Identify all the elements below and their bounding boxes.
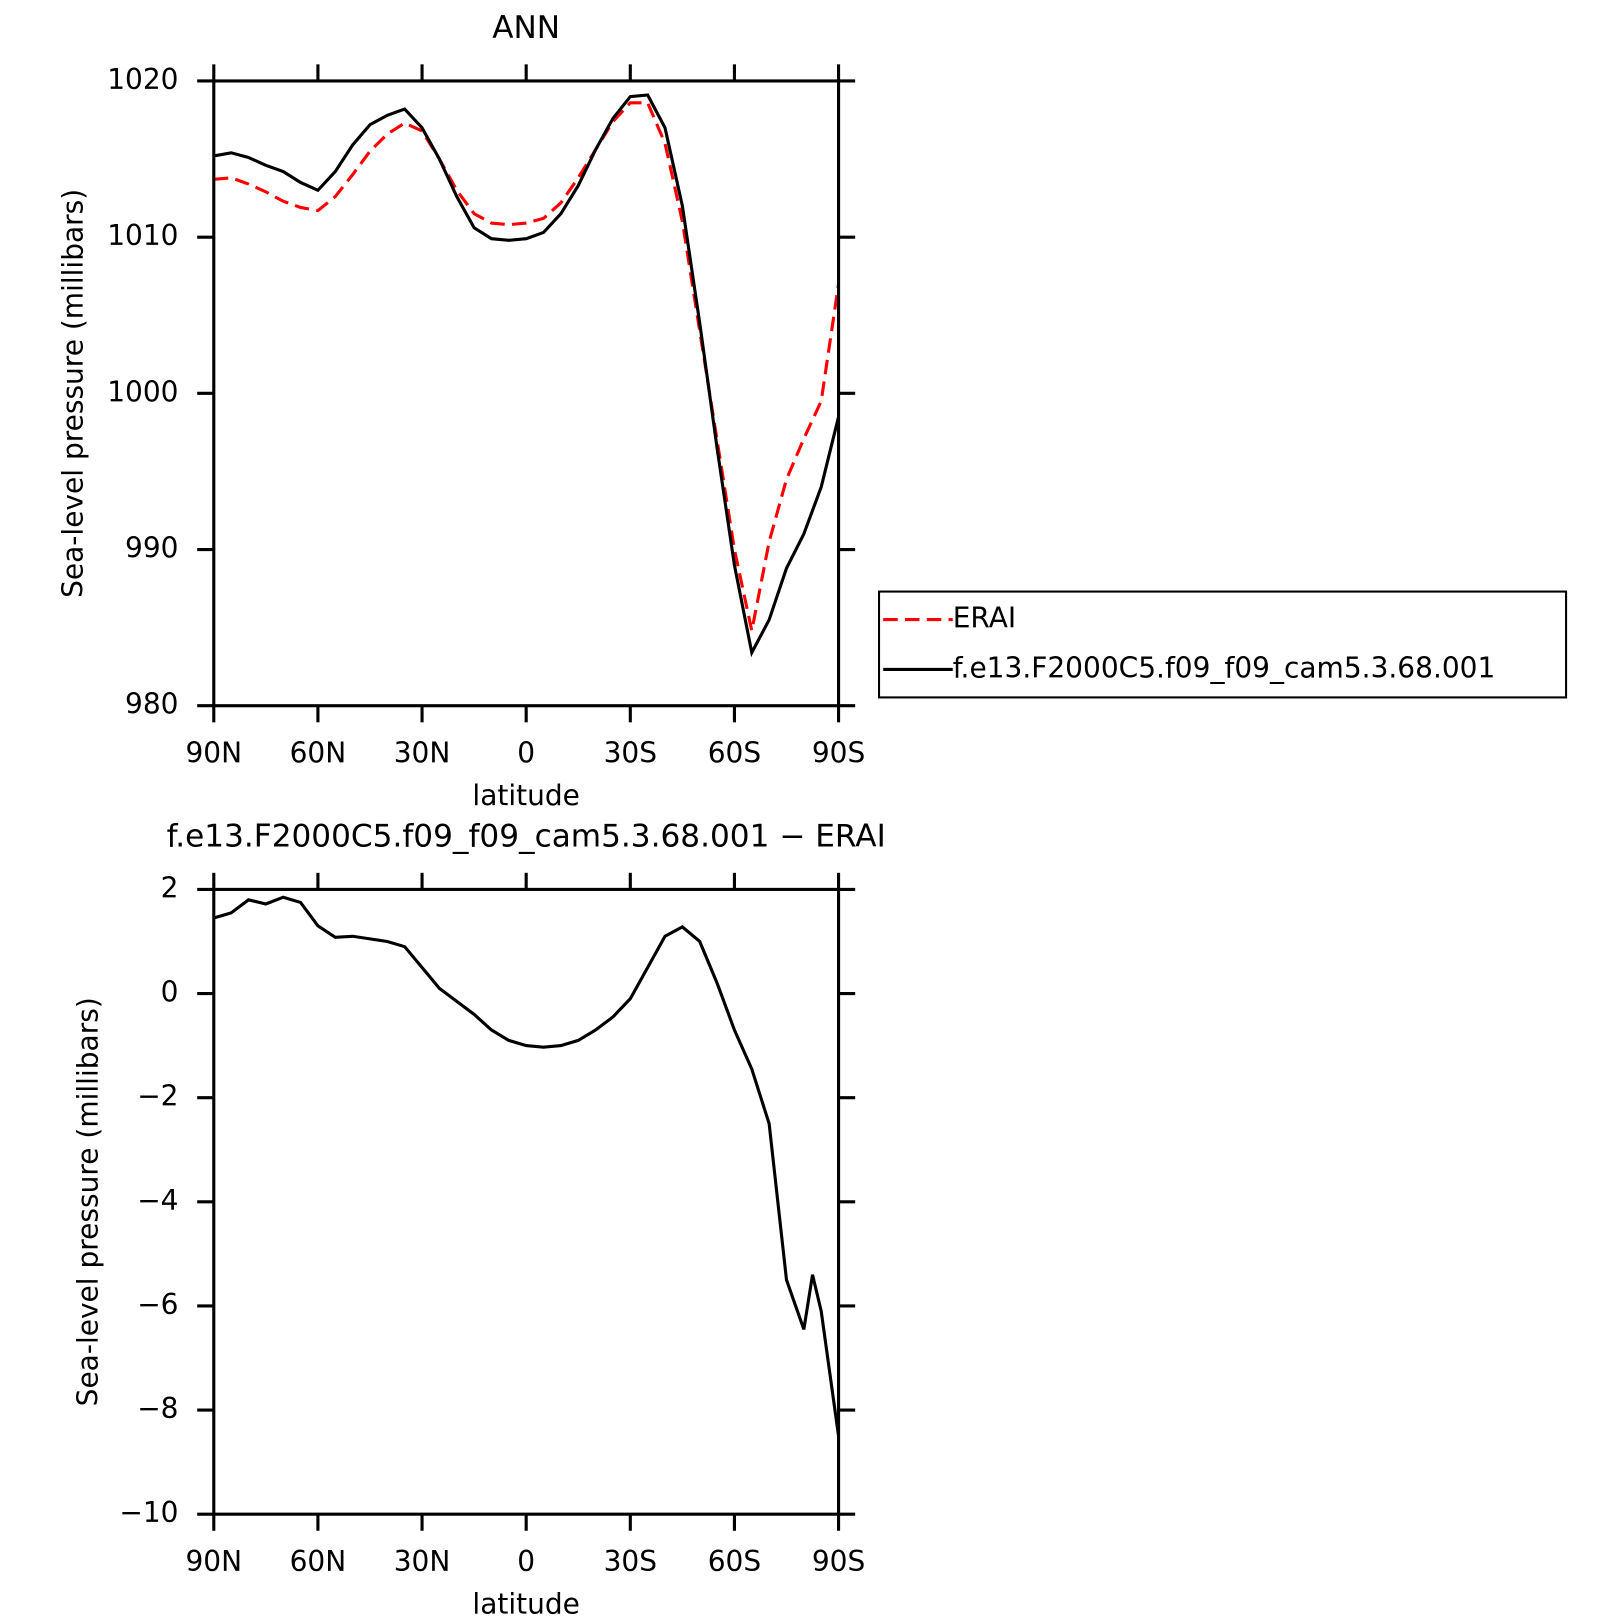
y-tick-label: 1010 — [107, 219, 178, 252]
legend-box — [877, 590, 1568, 699]
x-axis-label: latitude — [472, 779, 579, 812]
chart-title: ANN — [492, 10, 560, 46]
y-tick-label: −6 — [137, 1288, 178, 1321]
y-tick-label: 0 — [161, 976, 179, 1009]
x-tick-label: 90S — [812, 1545, 865, 1578]
x-tick-label: 60N — [290, 736, 347, 769]
x-tick-label: 60S — [708, 1545, 761, 1578]
x-tick-label: 90N — [185, 1545, 242, 1578]
y-axis-label: Sea-level pressure (millibars) — [71, 997, 104, 1406]
x-tick-label: 30N — [394, 1545, 451, 1578]
y-tick-label: 990 — [125, 532, 178, 565]
y-tick-label: −2 — [137, 1080, 178, 1113]
x-tick-label: 30S — [604, 736, 657, 769]
y-tick-label: 2 — [161, 871, 179, 904]
data-line — [213, 93, 841, 658]
y-axis-label: Sea-level pressure (millibars) — [57, 189, 90, 598]
chart-title: f.e13.F2000C5.f09_f09_cam5.3.68.001 − ER… — [167, 819, 886, 855]
x-tick-label: 30N — [394, 736, 451, 769]
x-tick-label: 90S — [812, 736, 865, 769]
x-tick-label: 0 — [517, 1545, 535, 1578]
y-tick-label: −4 — [137, 1184, 178, 1217]
x-tick-label: 60S — [708, 736, 761, 769]
y-tick-label: −8 — [137, 1392, 178, 1425]
legend-label: ERAI — [953, 602, 1016, 635]
x-axis-label: latitude — [472, 1588, 579, 1619]
x-tick-label: 90N — [185, 736, 242, 769]
plot-frame — [212, 79, 841, 708]
x-tick-label: 30S — [604, 1545, 657, 1578]
data-line — [213, 101, 841, 632]
y-tick-label: 980 — [125, 688, 178, 721]
y-tick-label: 1000 — [107, 375, 178, 408]
x-tick-label: 60N — [290, 1545, 347, 1578]
plot-frame — [212, 887, 841, 1516]
legend-label: f.e13.F2000C5.f09_f09_cam5.3.68.001 — [953, 651, 1496, 684]
y-tick-label: −10 — [119, 1496, 178, 1529]
x-tick-label: 0 — [517, 736, 535, 769]
y-tick-label: 1020 — [107, 63, 178, 96]
data-line — [213, 895, 841, 1437]
